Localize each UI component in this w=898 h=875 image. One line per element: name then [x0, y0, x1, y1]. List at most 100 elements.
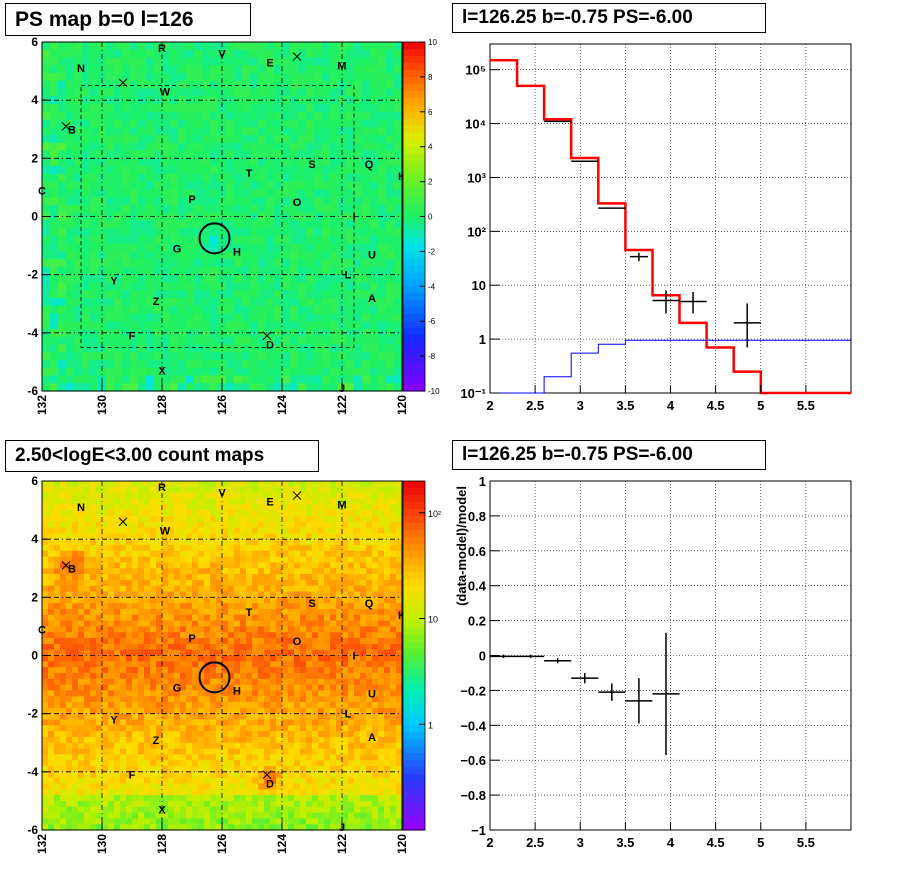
heatmap-cell: [162, 359, 171, 369]
heatmap-cell: [242, 173, 251, 183]
heatmap-cell: [106, 274, 115, 284]
heatmap-cell: [258, 795, 265, 802]
heatmap-cell: [276, 696, 283, 703]
heatmap-cell: [394, 80, 403, 90]
heatmap-cell: [210, 142, 219, 152]
heatmap-cell: [346, 313, 355, 322]
heatmap-cell: [250, 336, 259, 346]
heatmap-cell: [96, 504, 103, 511]
heatmap-cell: [132, 649, 139, 657]
heatmap-cell: [264, 806, 271, 814]
heatmap-cell: [168, 515, 175, 523]
heatmap-cell: [306, 754, 313, 761]
heatmap-cell: [114, 492, 121, 500]
heatmap-cell: [178, 127, 187, 136]
heatmap-cell: [66, 173, 75, 183]
heatmap-cell: [96, 585, 103, 593]
heatmap-cell: [370, 135, 379, 144]
heatmap-cell: [204, 731, 211, 738]
heatmap-cell: [270, 533, 277, 540]
heatmap-cell: [194, 313, 203, 322]
heatmap-cell: [312, 603, 319, 610]
heatmap-cell: [162, 259, 171, 268]
heatmap-cell: [216, 754, 223, 761]
heatmap-cell: [282, 282, 291, 291]
heatmap-cell: [394, 313, 403, 322]
heatmap-cell: [72, 690, 79, 697]
heatmap-cell: [122, 367, 131, 377]
heatmap-cell: [146, 57, 155, 66]
heatmap-cell: [60, 591, 67, 598]
heatmap-cell: [276, 783, 283, 790]
heatmap-cell: [90, 266, 99, 276]
heatmap-cell: [306, 771, 313, 779]
heatmap-cell: [156, 632, 163, 639]
heatmap-cell: [290, 111, 299, 121]
heatmap-cell: [204, 481, 211, 488]
heatmap-cell: [288, 731, 295, 738]
heatmap-cell: [282, 274, 291, 284]
heatmap-cell: [300, 771, 307, 779]
heatmap-cell: [258, 684, 265, 691]
heatmap-cell: [264, 736, 271, 744]
heatmap-cell: [122, 313, 131, 322]
y-tick-label: -4: [27, 326, 38, 340]
heatmap-cell: [330, 42, 339, 51]
heatmap-cell: [74, 142, 83, 152]
heatmap-cell: [354, 135, 363, 144]
heatmap-cell: [314, 42, 323, 51]
heatmap-cell: [96, 527, 103, 534]
heatmap-cell: [120, 719, 127, 726]
heatmap-cell: [146, 321, 155, 330]
heatmap-cell: [192, 510, 199, 517]
heatmap-cell: [322, 290, 331, 299]
heatmap-cell: [354, 235, 363, 245]
heatmap-cell: [102, 754, 109, 761]
heatmap-cell: [54, 713, 61, 721]
heatmap-cell: [266, 42, 275, 51]
heatmap-cell: [78, 568, 85, 575]
heatmap-cell: [132, 777, 139, 785]
heatmap-cell: [50, 243, 59, 252]
heatmap-cell: [186, 65, 195, 74]
heatmap-cell: [194, 266, 203, 276]
heatmap-cell: [174, 614, 181, 622]
heatmap-cell: [294, 795, 301, 802]
heatmap-cell: [186, 527, 193, 534]
heatmap-cell: [54, 492, 61, 500]
heatmap-cell: [270, 777, 277, 785]
heatmap-cell: [60, 806, 67, 814]
heatmap-cell: [240, 725, 247, 732]
heatmap-cell: [114, 220, 123, 229]
heatmap-cell: [246, 789, 253, 796]
heatmap-cell: [186, 173, 195, 183]
heatmap-cell: [242, 189, 251, 198]
heatmap-cell: [294, 748, 301, 755]
source-cross-icon: [118, 78, 128, 88]
heatmap-cell: [156, 766, 163, 773]
heatmap-cell: [338, 73, 347, 82]
heatmap-cell: [138, 189, 147, 198]
heatmap-cell: [330, 158, 339, 167]
heatmap-cell: [132, 719, 139, 726]
heatmap-cell: [108, 766, 115, 773]
heatmap-cell: [210, 614, 217, 622]
heatmap-cell: [242, 42, 251, 51]
heatmap-cell: [378, 42, 387, 51]
heatmap-cell: [168, 492, 175, 500]
heatmap-cell: [258, 632, 265, 639]
heatmap-cell: [154, 367, 163, 377]
heatmap-cell: [120, 533, 127, 540]
heatmap-cell: [180, 632, 187, 639]
heatmap-cell: [216, 544, 223, 552]
heatmap-cell: [216, 498, 223, 505]
heatmap-cell: [156, 806, 163, 814]
heatmap-cell: [322, 274, 331, 284]
heatmap-cell: [66, 383, 75, 392]
heatmap-cell: [338, 313, 347, 322]
heatmap-cell: [298, 57, 307, 66]
heatmap-cell: [274, 352, 283, 361]
heatmap-cell: [240, 806, 247, 814]
heatmap-cell: [216, 638, 223, 645]
heatmap-cell: [144, 789, 151, 796]
